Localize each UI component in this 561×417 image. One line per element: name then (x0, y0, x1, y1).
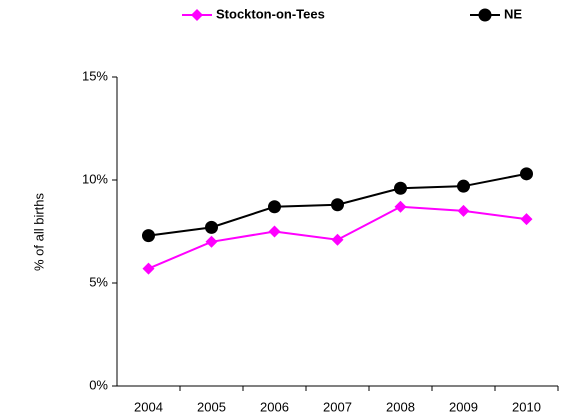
legend-marker (478, 8, 492, 22)
x-tick-label: 2010 (512, 399, 541, 414)
data-point (457, 179, 470, 193)
y-tick-label: 10% (82, 171, 108, 186)
legend-label: NE (504, 6, 522, 21)
x-tick-label: 2007 (323, 399, 352, 414)
x-tick-label: 2004 (134, 399, 163, 414)
legend-marker (191, 9, 203, 21)
data-point (205, 235, 218, 248)
data-point (520, 167, 533, 181)
data-point (268, 225, 281, 238)
x-tick-label: 2008 (386, 399, 415, 414)
data-point (268, 200, 281, 214)
data-point (205, 220, 218, 234)
data-point (142, 229, 155, 243)
data-point (457, 204, 470, 217)
y-tick-label: 15% (82, 68, 108, 83)
data-point (142, 262, 155, 275)
data-point (394, 181, 407, 195)
data-point (520, 213, 533, 226)
x-tick-label: 2006 (260, 399, 289, 414)
data-point (331, 233, 344, 246)
y-tick-label: 0% (89, 377, 108, 392)
data-point (394, 200, 407, 213)
x-tick-label: 2009 (449, 399, 478, 414)
y-tick-label: 5% (89, 274, 108, 289)
legend-label: Stockton-on-Tees (216, 6, 325, 21)
x-tick-label: 2005 (197, 399, 226, 414)
data-point (331, 198, 344, 212)
y-axis-label: % of all births (31, 192, 46, 271)
